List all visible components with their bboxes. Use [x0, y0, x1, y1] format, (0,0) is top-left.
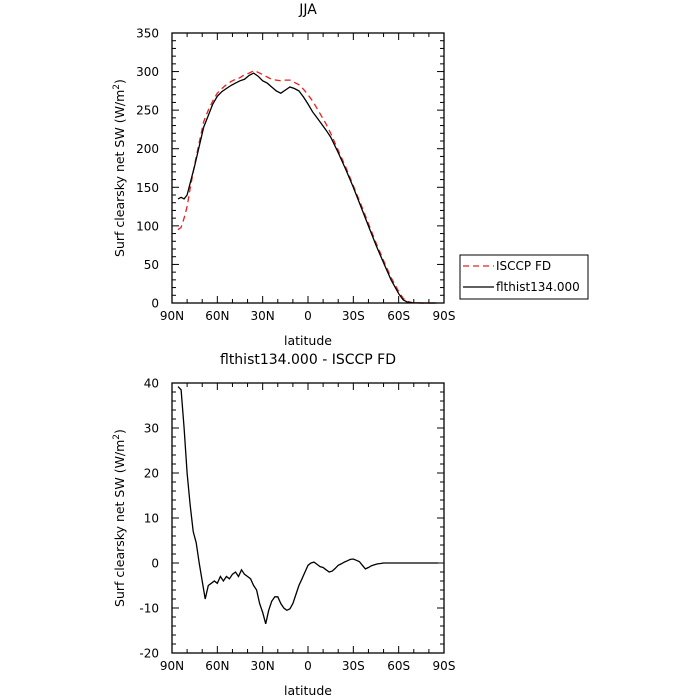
y-tick-label: 300: [136, 65, 159, 79]
tick-group-bottom: 90N 60N 30N 0 30S 60S 90S -20 -10 0 10 20 30 40: [139, 377, 455, 674]
y-tick-label: 10: [144, 512, 159, 526]
legend-label-isccp-fd: ISCCP FD: [496, 259, 551, 273]
x-tick-label: 30S: [342, 659, 365, 673]
x-tick-label: 60N: [205, 659, 229, 673]
chart-panel-top: JJA 90N 60N 30N 0 30S 60S 90S 0 50 100 150 200 250 30…: [112, 2, 589, 348]
x-axis-label-bottom: latitude: [284, 683, 332, 698]
x-tick-label: 90N: [160, 309, 184, 323]
x-tick-label: 30N: [251, 659, 275, 673]
x-tick-label: 0: [304, 309, 312, 323]
x-tick-label: 90S: [433, 659, 456, 673]
y-tick-label: 0: [151, 297, 159, 311]
legend-box: [459, 254, 589, 300]
y-tick-label: 30: [144, 422, 159, 436]
x-tick-label: 0: [304, 659, 312, 673]
x-tick-label: 60S: [387, 309, 410, 323]
y-tick-label: 20: [144, 467, 159, 481]
y-tick-label: 50: [144, 258, 159, 272]
y-tick-label: 100: [136, 219, 159, 233]
series-line-difference: [177, 386, 438, 624]
y-axis-label-bottom: Surf clearsky net SW (W/m2): [112, 429, 127, 607]
chart-panel-bottom: flthist134.000 - ISCCP FD 90N 60N 30N 0 30S 6…: [112, 352, 455, 698]
x-tick-label: 30N: [251, 309, 275, 323]
x-tick-label: 90S: [433, 309, 456, 323]
x-axis-label-top: latitude: [284, 333, 332, 348]
y-axis-label-top: Surf clearsky net SW (W/m2): [112, 79, 127, 257]
plot-frame-top: [171, 32, 445, 304]
tick-group-top: 90N 60N 30N 0 30S 60S 90S 0 50 100 150 200 250 300 350: [136, 27, 455, 324]
x-tick-label: 30S: [342, 309, 365, 323]
y-tick-label: 250: [136, 104, 159, 118]
series-line-flthist134: [177, 72, 437, 304]
chart-title-top: JJA: [298, 2, 317, 18]
y-tick-label: -20: [139, 647, 159, 661]
y-tick-label: 40: [144, 377, 159, 391]
plot-frame-bottom: [171, 382, 445, 654]
legend: ISCCP FD flthist134.000: [459, 254, 589, 300]
x-tick-label: 60N: [205, 309, 229, 323]
legend-label-flthist134: flthist134.000: [496, 280, 580, 294]
y-tick-label: 350: [136, 27, 159, 41]
y-tick-label: -10: [139, 602, 159, 616]
y-tick-label: 0: [151, 557, 159, 571]
y-tick-label: 150: [136, 181, 159, 195]
series-line-isccp-fd: [177, 70, 437, 304]
y-tick-label: 200: [136, 142, 159, 156]
chart-title-bottom: flthist134.000 - ISCCP FD: [220, 352, 396, 368]
x-tick-label: 90N: [160, 659, 184, 673]
x-tick-label: 60S: [387, 659, 410, 673]
